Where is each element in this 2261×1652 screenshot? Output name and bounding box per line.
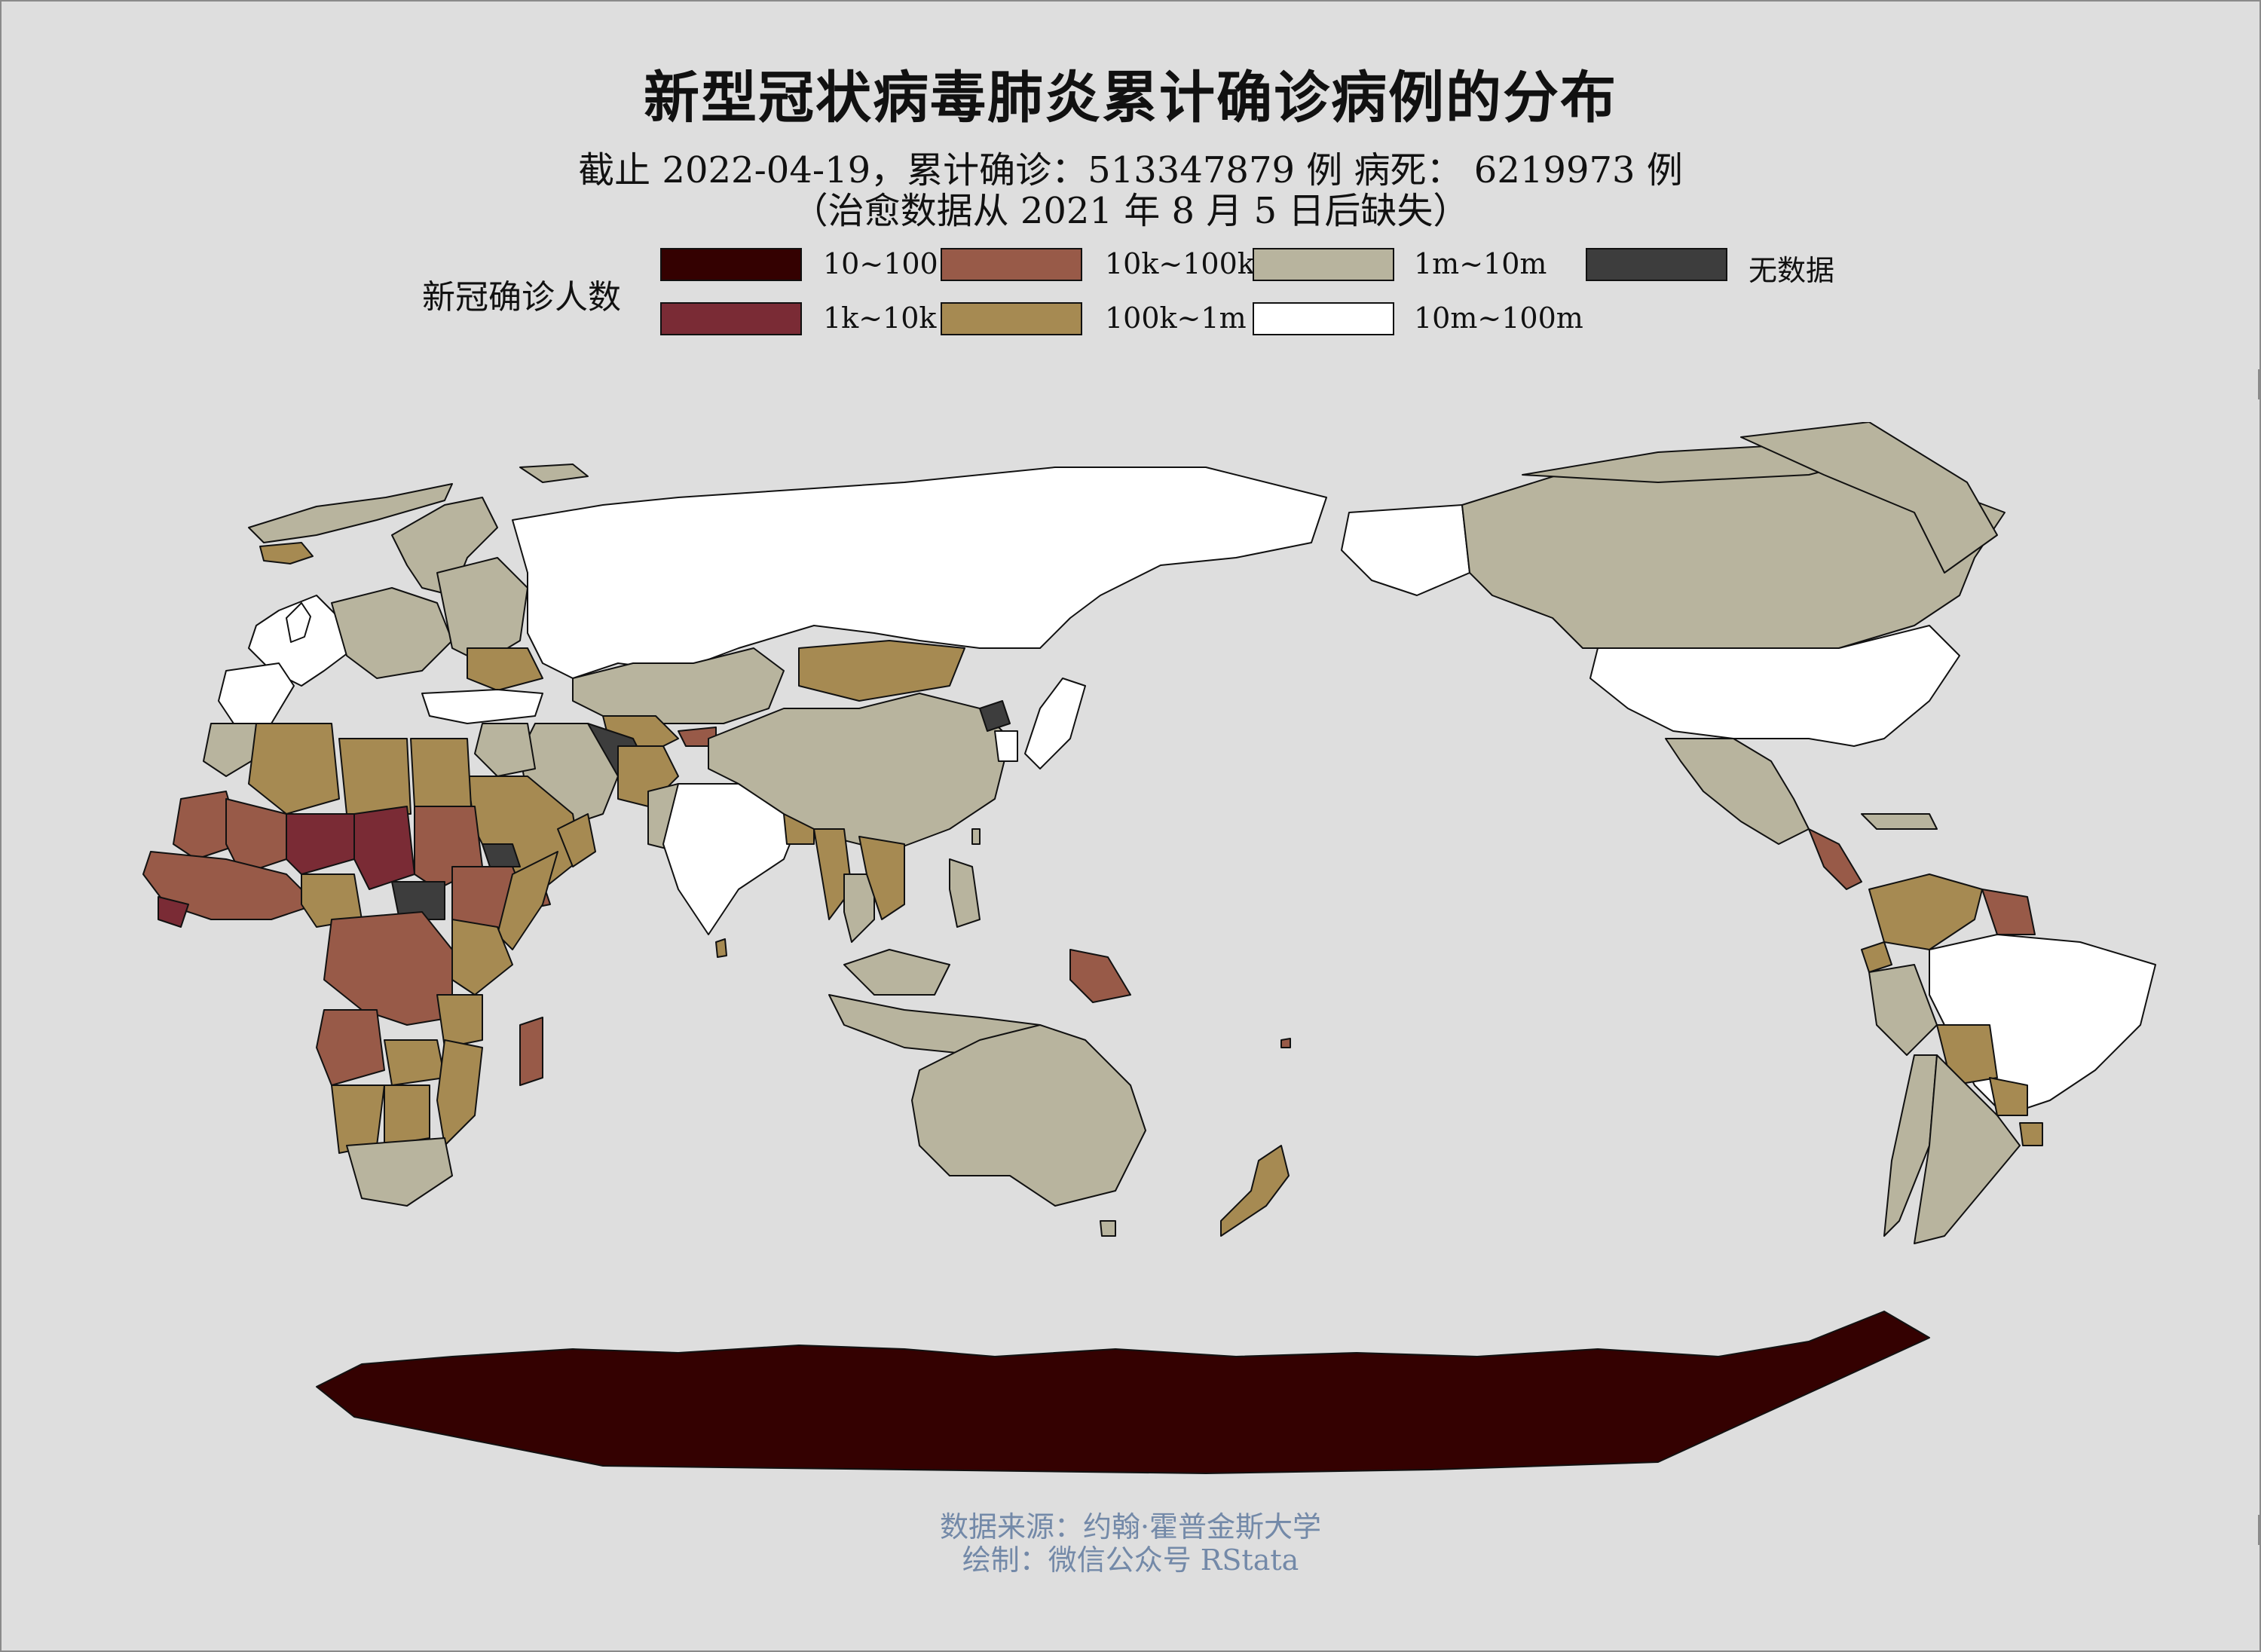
region-greenland	[248, 483, 453, 543]
legend-swatch-10k-100k	[941, 248, 1082, 281]
legend-swatch-10-100	[660, 248, 802, 281]
region-chad	[353, 806, 415, 890]
legend-label-10-100: 10~100	[823, 247, 938, 280]
region-australia	[911, 1024, 1146, 1207]
region-north-korea	[979, 700, 1011, 732]
region-philippines	[949, 858, 981, 928]
region-mali	[225, 798, 287, 875]
region-mauritania	[173, 791, 242, 860]
region-greenland-east	[1740, 422, 1998, 574]
region-vietnam-laos	[858, 836, 905, 920]
legend-label-10k-100k: 10k~100k	[1105, 247, 1255, 280]
region-egypt	[410, 738, 472, 807]
world-choropleth-map	[142, 422, 2156, 1474]
region-papua-new-guinea	[1069, 949, 1131, 1003]
region-united-states	[1589, 625, 1960, 747]
legend-title: 新冠确诊人数	[422, 278, 621, 317]
legend-label-100k-1m: 100k~1m	[1105, 301, 1247, 335]
caption-author: 绘制：微信公众号 RStata	[962, 1543, 1299, 1577]
region-taiwan	[971, 828, 981, 845]
region-peru	[1868, 964, 1938, 1056]
region-china	[708, 693, 1011, 852]
region-angola	[316, 1009, 385, 1086]
region-scandinavia	[391, 497, 498, 596]
legend-label-1m-10m: 1m~10m	[1414, 247, 1547, 280]
region-libya	[338, 738, 412, 815]
region-algeria	[248, 723, 340, 815]
region-uk	[286, 602, 311, 643]
region-ukraine	[467, 647, 543, 691]
region-central-america	[1808, 828, 1862, 890]
region-madagascar	[519, 1017, 543, 1086]
region-new-zealand	[1220, 1145, 1290, 1237]
region-south-africa	[346, 1137, 453, 1207]
region-mongolia	[798, 640, 965, 702]
region-turkey	[421, 689, 543, 724]
region-niger	[286, 813, 355, 875]
region-mozambique	[436, 1039, 483, 1146]
region-south-sudan	[391, 881, 445, 920]
region-uruguay	[2019, 1122, 2043, 1146]
region-svalbard	[519, 463, 589, 483]
frame-tick	[2258, 1515, 2259, 1545]
region-iberia	[218, 662, 295, 724]
region-kenya	[451, 919, 513, 996]
region-antarctica	[316, 1311, 1930, 1474]
region-botswana	[384, 1085, 430, 1146]
region-oman	[557, 813, 596, 867]
region-iceland	[259, 542, 314, 564]
legend-swatch-no-data	[1586, 248, 1727, 281]
legend-label-10m-100m: 10m~100m	[1414, 301, 1583, 335]
chart-subtitle-line2: （治愈数据从 2021 年 8 月 5 日后缺失）	[791, 190, 1470, 232]
region-tanzania	[436, 994, 483, 1048]
region-guianas	[1981, 889, 2036, 935]
legend-swatch-1m-10m	[1253, 248, 1394, 281]
region-fiji	[1280, 1038, 1291, 1048]
legend-swatch-1k-10k	[660, 302, 802, 335]
region-morocco	[203, 723, 265, 777]
region-myanmar	[813, 828, 852, 920]
region-malaysia	[843, 949, 950, 996]
legend-label-no-data: 无数据	[1749, 254, 1835, 287]
region-tasmania	[1100, 1220, 1116, 1237]
region-somalia	[497, 851, 558, 950]
frame-tick	[0, 369, 2, 399]
caption-source: 数据来源：约翰·霍普金斯大学	[939, 1510, 1322, 1543]
region-argentina	[1914, 1054, 2021, 1244]
caption: 数据来源：约翰·霍普金斯大学 绘制：微信公众号 RStata	[0, 1510, 2261, 1577]
chart-title: 新型冠状病毒肺炎累计确诊病例的分布	[644, 66, 1617, 130]
region-central-africa	[323, 911, 453, 1026]
legend-label-1k-10k: 1k~10k	[823, 301, 937, 335]
region-alaska	[1341, 504, 1470, 596]
region-ecuador	[1861, 941, 1892, 973]
region-central-europe	[331, 587, 453, 679]
region-west-africa	[142, 851, 317, 920]
region-sri-lanka	[715, 938, 727, 958]
region-guinea	[158, 896, 189, 928]
frame-tick	[2258, 369, 2259, 399]
region-south-korea	[994, 730, 1018, 762]
frame-tick	[0, 1515, 2, 1545]
region-iraq-syria	[474, 723, 536, 777]
legend-swatch-100k-1m	[941, 302, 1082, 335]
region-eritrea	[482, 843, 521, 867]
region-japan	[1024, 678, 1086, 769]
region-paraguay	[1989, 1077, 2028, 1116]
region-mexico	[1665, 738, 1810, 845]
chart-subtitle-line1: 截止 2022-04-19，累计确诊：513347879 例 病死： 62199…	[578, 149, 1683, 191]
region-colombia-venezuela	[1868, 873, 1983, 950]
region-kazakhstan	[572, 647, 785, 724]
region-zambia	[384, 1039, 445, 1086]
region-caribbean	[1861, 813, 1938, 830]
legend-swatch-10m-100m	[1253, 302, 1394, 335]
